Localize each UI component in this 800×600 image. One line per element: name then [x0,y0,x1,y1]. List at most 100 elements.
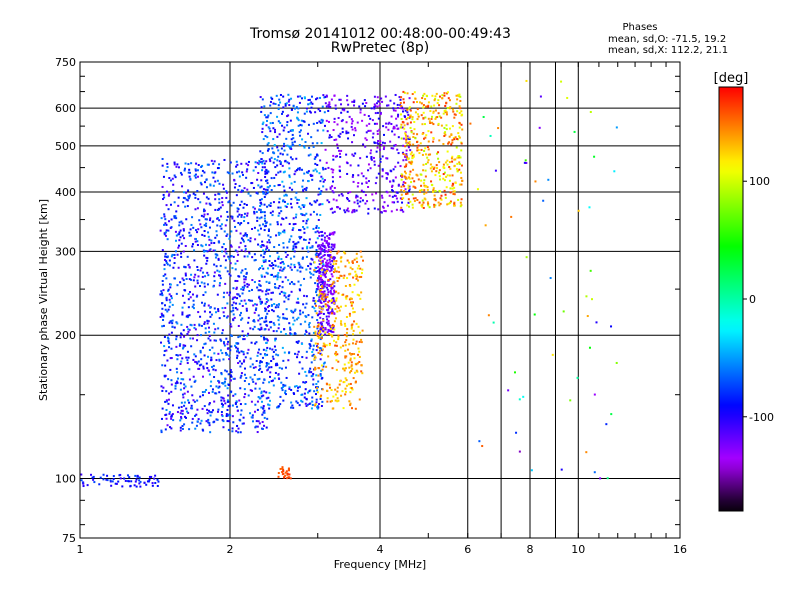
data-point [291,188,294,191]
data-point [348,115,351,118]
data-point [209,203,212,206]
data-point [320,290,323,293]
data-point [194,169,197,172]
data-point [314,300,317,303]
data-point [277,472,280,475]
data-point [409,114,412,117]
data-point [258,159,261,162]
data-point [288,104,291,107]
data-point [174,215,177,218]
data-point [317,351,320,354]
data-point [329,311,332,314]
data-point [236,405,239,408]
data-point [340,320,343,323]
data-point [309,111,312,114]
data-point [407,198,410,201]
data-point [444,196,447,199]
data-point [439,202,442,205]
data-point [325,119,328,122]
data-point [408,205,411,208]
data-point [319,191,322,194]
data-point [319,358,322,361]
data-point [243,216,246,219]
data-point [518,398,521,401]
data-point [226,387,229,390]
data-point [274,275,277,278]
data-point [271,97,274,100]
data-point [412,197,415,200]
data-point [302,303,305,306]
data-point [277,405,280,408]
data-point [353,208,356,211]
data-point [270,360,273,363]
data-point [448,166,451,169]
data-point [179,388,182,391]
data-point [422,182,425,185]
data-point [238,275,241,278]
data-point [236,308,239,311]
data-point [241,171,244,174]
data-point [167,308,170,311]
data-point [200,363,203,366]
data-point [183,301,186,304]
data-point [395,208,398,211]
data-point [168,333,171,336]
data-point [426,95,429,98]
data-point [320,250,323,253]
data-point [293,173,296,176]
data-point [180,409,183,412]
data-point [215,234,218,237]
data-point [232,255,235,258]
data-point [292,245,295,248]
data-point [182,250,185,253]
data-point [240,271,243,274]
data-point [259,227,262,230]
data-point [299,265,302,268]
data-point [398,96,401,99]
data-point [270,177,273,180]
data-point [305,356,308,359]
data-point [308,332,311,335]
data-point [264,317,267,320]
data-point [336,123,339,126]
data-point [266,172,269,175]
data-point [276,115,279,118]
data-point [169,203,172,206]
data-point [221,332,224,335]
data-point [361,119,364,122]
colorbar-tick-label: -100 [749,411,774,424]
data-point [382,206,385,209]
data-point [240,374,243,377]
data-point [186,205,189,208]
data-point [264,135,267,138]
data-point [439,178,442,181]
data-point [242,234,245,237]
data-point [319,246,322,249]
data-point [259,367,262,370]
data-point [327,105,330,108]
data-point [344,324,347,327]
data-point [284,333,287,336]
data-point [358,294,361,297]
data-point [297,241,300,244]
data-point [199,349,202,352]
data-point [338,149,341,152]
data-point [327,320,330,323]
data-point [314,98,317,101]
data-point [333,94,336,97]
data-point [244,250,247,253]
data-point [166,162,169,165]
data-point [290,182,293,185]
data-point [353,201,356,204]
data-point [408,189,411,192]
data-point [227,340,230,343]
data-point [265,160,268,163]
data-point [361,372,364,375]
data-point [358,340,361,343]
data-point [361,268,364,271]
data-point [326,235,329,238]
data-point [385,126,388,129]
data-point [333,186,336,189]
data-point [182,191,185,194]
data-point [283,170,286,173]
